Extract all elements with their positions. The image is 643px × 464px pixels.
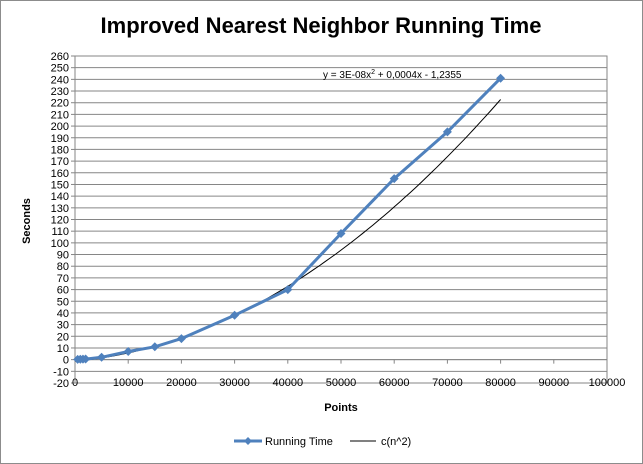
x-tick-label: 70000 <box>432 377 463 389</box>
gridlines <box>75 67 607 372</box>
y-tick-label: 100 <box>51 238 69 250</box>
y-tick-label: 140 <box>51 191 69 203</box>
data-point <box>230 310 240 320</box>
y-tick-label: 110 <box>51 226 69 238</box>
legend-label-running-time: Running Time <box>265 436 333 448</box>
y-tick-label: 180 <box>51 144 69 156</box>
y-tick-label: 10 <box>57 343 69 355</box>
data-point <box>442 127 452 137</box>
y-tick-label: 150 <box>51 179 69 191</box>
legend-label-c-n2: c(n^2) <box>381 436 411 448</box>
legend: Running Time c(n^2) <box>234 436 411 448</box>
x-axis-title: Points <box>324 402 358 414</box>
data-point <box>283 285 293 295</box>
y-tick-label: 200 <box>51 121 69 133</box>
y-tick-label: 210 <box>51 109 69 121</box>
series-line-running-time <box>77 77 502 361</box>
y-tick-label: 80 <box>57 261 69 273</box>
x-axis-ticks: 0 10000 20000 30000 40000 50000 60000 70000 8000… <box>72 359 626 389</box>
data-point <box>496 73 506 83</box>
data-point <box>81 354 91 364</box>
trendline-c-n2 <box>74 99 501 362</box>
y-axis-title: Seconds <box>21 198 33 244</box>
y-tick-label: 170 <box>51 156 69 168</box>
x-tick-label: 40000 <box>273 377 304 389</box>
legend-marker-running-time <box>244 437 252 445</box>
x-tick-label: 10000 <box>113 377 144 389</box>
y-tick-label: -10 <box>53 366 69 378</box>
y-tick-label: 20 <box>57 331 69 343</box>
x-tick-label: 50000 <box>326 377 357 389</box>
y-tick-label: -20 <box>53 378 69 390</box>
x-tick-label: 0 <box>72 377 78 389</box>
y-tick-label: 190 <box>51 133 69 145</box>
data-point <box>389 174 399 184</box>
y-tick-label: 160 <box>51 168 69 180</box>
x-tick-label: 30000 <box>219 377 250 389</box>
data-point <box>150 342 160 352</box>
y-tick-label: 220 <box>51 98 69 110</box>
y-tick-label: 250 <box>51 63 69 75</box>
x-tick-label: 80000 <box>485 377 516 389</box>
y-tick-label: 130 <box>51 203 69 215</box>
chart-title: Improved Nearest Neighbor Running Time <box>101 13 542 38</box>
data-point <box>336 229 346 239</box>
y-tick-label: 260 <box>51 51 69 63</box>
x-tick-label: 90000 <box>539 377 570 389</box>
y-tick-label: 30 <box>57 320 69 332</box>
x-tick-label: 100000 <box>589 377 626 389</box>
data-point <box>97 352 107 362</box>
y-tick-label: 90 <box>57 250 69 262</box>
x-tick-label: 20000 <box>166 377 197 389</box>
series-markers-running-time <box>73 73 506 364</box>
y-tick-label: 0 <box>63 355 69 367</box>
trendline-equation: y = 3E-08x2 + 0,0004x - 1,2355 <box>323 69 462 81</box>
y-tick-label: 60 <box>57 285 69 297</box>
x-tick-label: 60000 <box>379 377 410 389</box>
y-tick-label: 120 <box>51 215 69 227</box>
y-tick-label: 40 <box>57 308 69 320</box>
y-tick-label: 230 <box>51 86 69 98</box>
data-point <box>176 334 186 344</box>
data-point <box>123 346 133 356</box>
y-tick-label: 70 <box>57 273 69 285</box>
y-tick-label: 50 <box>57 296 69 308</box>
y-axis-ticks: -20-100102030405060708090100110120130140… <box>51 51 75 390</box>
y-tick-label: 240 <box>51 74 69 86</box>
